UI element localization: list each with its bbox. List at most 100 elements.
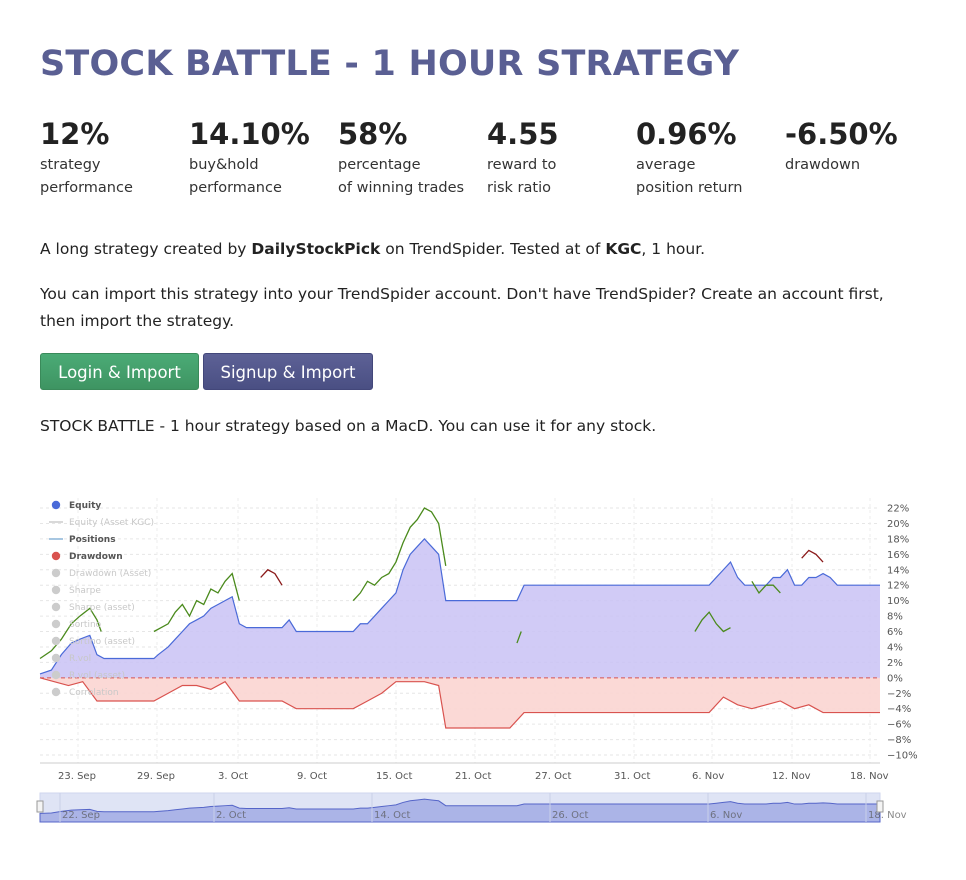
asset-negative-segment bbox=[801, 549, 824, 563]
legend-dot-icon bbox=[51, 636, 61, 646]
intro-middle: on TrendSpider. Tested at of bbox=[380, 240, 606, 258]
legend-item-label[interactable]: R.vol (asset) bbox=[69, 671, 125, 681]
legend-item-label[interactable]: R.vol bbox=[69, 654, 91, 664]
drawdown-line bbox=[39, 677, 880, 729]
y-tick-label: 12% bbox=[887, 581, 909, 592]
stat-reward-risk: 4.55 reward to risk ratio bbox=[487, 116, 637, 200]
navigator-tick-label: 18. Nov bbox=[868, 810, 907, 821]
x-tick-label: 6. Nov bbox=[692, 771, 724, 782]
x-tick-label: 3. Oct bbox=[218, 771, 248, 782]
asset-line-segment bbox=[352, 507, 447, 602]
x-tick-label: 21. Oct bbox=[455, 771, 491, 782]
asset-line-segment bbox=[39, 607, 102, 660]
legend-item-label[interactable]: Equity (Asset KGC) bbox=[69, 518, 154, 528]
stat-value: 0.96% bbox=[636, 117, 737, 151]
y-tick-label: −6% bbox=[887, 720, 911, 731]
legend-item-label[interactable]: Drawdown (Asset) bbox=[69, 569, 151, 579]
stat-drawdown: -6.50% drawdown bbox=[785, 116, 935, 177]
equity-chart[interactable]: 22% 20% 18% 16% 14% 12% 10% 8% 6% 4% 2% 0% −2% −4% −6%… bbox=[0, 480, 966, 840]
legend-dot-icon bbox=[51, 619, 61, 629]
stat-value: 4.55 bbox=[487, 117, 559, 151]
navigator-tick-label: 22. Sep bbox=[62, 810, 100, 821]
equity-line bbox=[39, 537, 880, 675]
asset-line-segment bbox=[694, 611, 731, 633]
asset-line-segment bbox=[153, 572, 240, 633]
author-link[interactable]: DailyStockPick bbox=[251, 240, 381, 258]
y-tick-label: 18% bbox=[887, 534, 909, 545]
navigator-tick-label: 14. Oct bbox=[374, 810, 410, 821]
stat-value: 12% bbox=[40, 117, 110, 151]
legend-item-label[interactable]: Correlation bbox=[69, 688, 119, 698]
y-tick-label: 20% bbox=[887, 519, 909, 530]
y-tick-label: 4% bbox=[887, 642, 903, 653]
stat-value: 58% bbox=[338, 117, 408, 151]
x-tick-label: 31. Oct bbox=[614, 771, 650, 782]
legend-dot-icon bbox=[51, 602, 61, 612]
legend-dot-icon bbox=[51, 551, 61, 561]
y-tick-label: −2% bbox=[887, 689, 911, 700]
legend-dot-icon bbox=[51, 687, 61, 697]
login-import-button[interactable]: Login & Import bbox=[40, 353, 199, 390]
signup-import-button[interactable]: Signup & Import bbox=[203, 353, 373, 390]
legend-dot-icon bbox=[51, 653, 61, 663]
stat-average-return: 0.96% average position return bbox=[636, 116, 786, 200]
legend-dot-icon bbox=[51, 670, 61, 680]
y-tick-label: 8% bbox=[887, 612, 903, 623]
x-tick-label: 29. Sep bbox=[137, 771, 175, 782]
y-tick-label: 16% bbox=[887, 550, 909, 561]
stat-label: strategy performance bbox=[40, 157, 133, 196]
legend-item-label[interactable]: Drawdown bbox=[69, 552, 123, 562]
stat-buyhold-performance: 14.10% buy&hold performance bbox=[189, 116, 339, 200]
legend-item-label[interactable]: Sortino bbox=[69, 620, 102, 630]
stat-label: drawdown bbox=[785, 157, 861, 173]
drawdown-area bbox=[40, 677, 880, 728]
y-tick-label: 22% bbox=[887, 504, 909, 515]
stat-label: buy&hold performance bbox=[189, 157, 282, 196]
navigator-left-handle[interactable] bbox=[36, 800, 44, 813]
legend-dot-icon bbox=[51, 585, 61, 595]
intro-text: A long strategy created by DailyStockPic… bbox=[40, 236, 920, 263]
stat-label: average position return bbox=[636, 157, 743, 196]
asset-line-segment bbox=[751, 580, 781, 594]
page-title: STOCK BATTLE - 1 HOUR STRATEGY bbox=[40, 44, 740, 84]
y-tick-label: −4% bbox=[887, 704, 911, 715]
y-tick-label: −8% bbox=[887, 735, 911, 746]
x-tick-label: 23. Sep bbox=[58, 771, 96, 782]
y-tick-label: 14% bbox=[887, 565, 909, 576]
intro-suffix: , 1 hour. bbox=[641, 240, 706, 258]
navigator-right-handle[interactable] bbox=[876, 800, 884, 813]
import-text: You can import this strategy into your T… bbox=[40, 285, 884, 330]
legend-dot-icon bbox=[51, 500, 61, 510]
legend-item-label[interactable]: Positions bbox=[69, 535, 116, 545]
x-tick-label: 9. Oct bbox=[297, 771, 327, 782]
stat-label: reward to risk ratio bbox=[487, 157, 557, 196]
stat-value: 14.10% bbox=[189, 117, 310, 151]
asset-line-segment bbox=[516, 631, 522, 644]
stat-winning-trades: 58% percentage of winning trades bbox=[338, 116, 488, 200]
navigator-area bbox=[39, 798, 881, 823]
equity-area bbox=[40, 538, 880, 678]
legend-item-label[interactable]: Equity bbox=[69, 501, 101, 511]
stat-label: percentage of winning trades bbox=[338, 157, 465, 196]
intro-prefix: A long strategy created by bbox=[40, 240, 252, 258]
y-tick-label: 0% bbox=[887, 673, 903, 684]
y-tick-label: −10% bbox=[887, 751, 918, 762]
ticker: KGC bbox=[605, 240, 642, 258]
legend-item-label[interactable]: Sharpe bbox=[69, 586, 101, 596]
y-tick-label: 6% bbox=[887, 627, 903, 638]
y-tick-label: 10% bbox=[887, 596, 909, 607]
navigator-tick-label: 26. Oct bbox=[552, 810, 588, 821]
navigator-tick-label: 2. Oct bbox=[216, 810, 246, 821]
x-tick-label: 12. Nov bbox=[772, 771, 811, 782]
navigator-tick-label: 6. Nov bbox=[710, 810, 742, 821]
legend-item-label[interactable]: Sortino (asset) bbox=[69, 637, 135, 647]
stat-value: -6.50% bbox=[785, 117, 898, 151]
stat-strategy-performance: 12% strategy performance bbox=[40, 116, 190, 200]
legend-item-label[interactable]: Sharpe (asset) bbox=[69, 603, 135, 613]
legend-dot-icon bbox=[51, 568, 61, 578]
x-tick-label: 27. Oct bbox=[535, 771, 571, 782]
asset-negative-segment bbox=[260, 568, 283, 586]
x-tick-label: 15. Oct bbox=[376, 771, 412, 782]
y-tick-label: 2% bbox=[887, 658, 903, 669]
x-tick-label: 18. Nov bbox=[850, 771, 889, 782]
